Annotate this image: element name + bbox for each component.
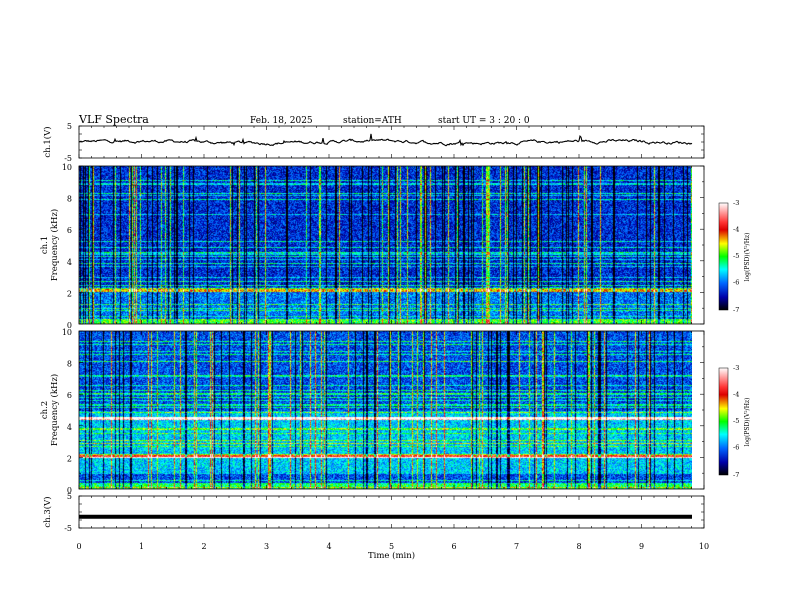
xtick-label-10: 10	[699, 542, 709, 551]
ch1-colorbar-tick-m6: -6	[733, 279, 739, 287]
axis-ticks	[78, 125, 705, 529]
ch1-waveform-trace	[78, 133, 693, 147]
ch1-ylabel: ch.1(V)	[42, 126, 53, 157]
ch2-spec-ylabel-channel: ch.2	[40, 401, 50, 419]
ch2-spec-ytick-6: 6	[67, 391, 72, 400]
x-axis-label: Time (min)	[368, 550, 415, 561]
figure-station: station=ATH	[343, 116, 402, 126]
ch1-colorbar-tick-m5: -5	[733, 252, 739, 260]
ch2-colorbar-label: log(PSD)(V²/Hz)	[744, 398, 751, 447]
ch2-spectrogram-panel: 10 8 6 4 2 0 ch.2 Frequency (kHz) -3 -4 …	[40, 328, 751, 495]
ch2-spec-ytick-0: 0	[67, 486, 72, 495]
ch1-colorbar-tick-m7: -7	[733, 306, 739, 314]
ch1-ytick-bottom: -5	[64, 154, 72, 163]
xtick-label-0: 0	[76, 542, 81, 551]
ch2-spec-ylabel-frequency: Frequency (kHz)	[49, 374, 60, 446]
ch3-ylabel: ch.3(V)	[42, 496, 53, 527]
ch1-spec-ytick-8: 8	[67, 195, 72, 204]
xtick-label-8: 8	[576, 542, 581, 551]
xtick-label-2: 2	[201, 542, 206, 551]
ch2-colorbar-tick-m6: -6	[733, 444, 739, 452]
figure-title: VLF Spectra	[78, 113, 149, 126]
ch2-colorbar-tick-m4: -4	[733, 391, 739, 399]
xtick-label-6: 6	[451, 542, 456, 551]
ch2-spec-ytick-8: 8	[67, 360, 72, 369]
ch1-spec-ytick-2: 2	[67, 289, 72, 298]
xtick-label-1: 1	[139, 542, 144, 551]
ch2-spec-ytick-10: 10	[62, 328, 72, 337]
ch2-colorbar-tick-m5: -5	[733, 417, 739, 425]
ch2-colorbar	[718, 367, 729, 476]
figure-date: Feb. 18, 2025	[250, 116, 313, 126]
ch1-spectrogram-panel: 10 8 6 4 2 0 ch.1 Frequency (kHz) -3 -4 …	[40, 163, 751, 330]
ch1-colorbar-tick-m3: -3	[733, 199, 739, 207]
ch1-spec-ylabel-channel: ch.1	[40, 236, 50, 254]
ch2-spec-ytick-4: 4	[67, 423, 72, 432]
x-axis-tick-labels: 0 1 2 3 4 5 6 7 8 9 10	[76, 542, 709, 551]
ch1-ytick-top: 5	[67, 122, 72, 131]
ch1-colorbar-label: log(PSD)(V²/Hz)	[744, 233, 751, 282]
ch1-spec-ytick-6: 6	[67, 226, 72, 235]
ch2-colorbar-tick-m3: -3	[733, 364, 739, 372]
ch1-spec-ytick-4: 4	[67, 258, 72, 267]
ch2-spec-ytick-2: 2	[67, 454, 72, 463]
ch1-spec-ytick-0: 0	[67, 321, 72, 330]
ch1-spec-ylabel-frequency: Frequency (kHz)	[49, 209, 60, 281]
ch1-colorbar	[718, 202, 729, 311]
xtick-label-9: 9	[639, 542, 644, 551]
xtick-label-3: 3	[264, 542, 269, 551]
ch3-ytick-top: 5	[67, 492, 72, 501]
ch2-spectrogram-image	[79, 331, 692, 489]
ch2-colorbar-tick-m7: -7	[733, 471, 739, 479]
ch1-spectrogram-image	[79, 166, 692, 324]
ch3-waveform-panel: 5 -5 ch.3(V)	[42, 492, 705, 533]
ch1-spec-ytick-10: 10	[62, 163, 72, 172]
xtick-label-5: 5	[389, 542, 394, 551]
xtick-label-4: 4	[326, 542, 331, 551]
xtick-label-7: 7	[514, 542, 519, 551]
ch1-colorbar-tick-m4: -4	[733, 226, 739, 234]
figure-start-time: start UT = 3 : 20 : 0	[438, 116, 530, 126]
ch3-ytick-bottom: -5	[64, 524, 72, 533]
